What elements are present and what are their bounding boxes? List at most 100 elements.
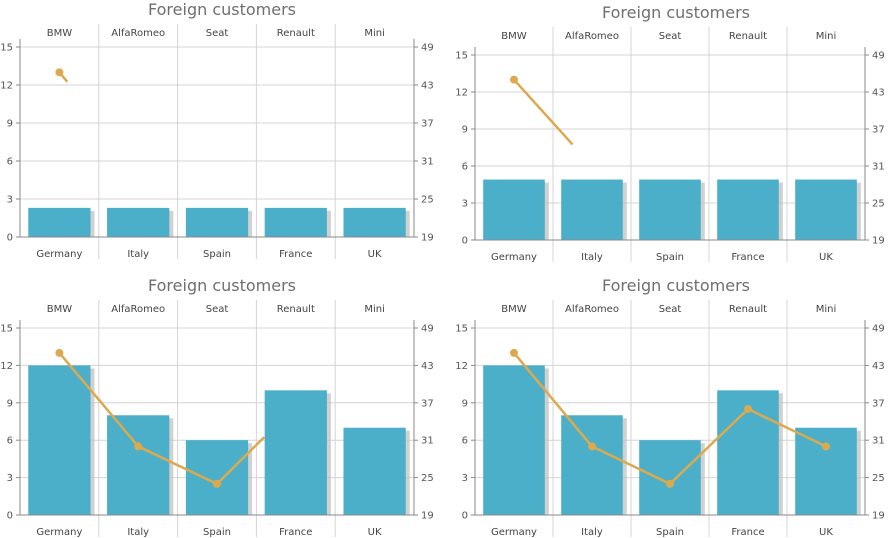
bar bbox=[28, 207, 91, 237]
bar bbox=[483, 179, 545, 240]
y-tick-label-right: 37 bbox=[421, 398, 434, 409]
bar bbox=[28, 365, 91, 515]
line-point bbox=[213, 479, 221, 488]
x-category-label: Spain bbox=[656, 527, 684, 538]
top-category-label: BMW bbox=[47, 304, 72, 315]
chart-3-svg: Foreign customers 0 3 6 9 12 15 19 25 31 37 43 49 BMW… bbox=[0, 276, 434, 538]
x-category-label: Italy bbox=[581, 252, 603, 263]
y-tick-label-left: 0 bbox=[7, 233, 13, 244]
y-tick-label-right: 31 bbox=[872, 162, 885, 173]
bar bbox=[717, 179, 779, 240]
y-tick-label-right: 43 bbox=[421, 361, 434, 372]
bar bbox=[264, 207, 327, 237]
y-tick-label-right: 25 bbox=[872, 199, 885, 210]
y-tick-label-left: 3 bbox=[7, 195, 13, 206]
x-category-label: UK bbox=[819, 527, 833, 538]
y-tick-label-right: 43 bbox=[872, 88, 885, 99]
y-tick-label-right: 19 bbox=[421, 233, 434, 244]
bar bbox=[561, 179, 623, 240]
x-category-label: Germany bbox=[36, 527, 82, 538]
bar bbox=[264, 390, 327, 515]
x-category-label: France bbox=[731, 252, 764, 263]
line-point bbox=[588, 442, 596, 451]
bar bbox=[343, 427, 406, 515]
y-tick-label-right: 49 bbox=[872, 324, 885, 335]
chart-panel-1: Foreign customers 0 3 6 9 12 15 19 25 31 37 43 49 BMW… bbox=[0, 0, 445, 269]
x-category-label: Italy bbox=[127, 249, 149, 260]
chart-title: Foreign customers bbox=[148, 0, 296, 19]
y-tick-label-left: 12 bbox=[0, 81, 13, 92]
bar bbox=[185, 207, 249, 237]
bar bbox=[639, 179, 701, 240]
y-tick-label-left: 3 bbox=[462, 199, 468, 210]
line-point bbox=[822, 442, 830, 451]
y-tick-label-left: 3 bbox=[462, 473, 468, 484]
line-point bbox=[666, 479, 674, 488]
y-tick-label-right: 49 bbox=[421, 43, 434, 54]
top-category-label: Renault bbox=[277, 304, 315, 315]
top-category-label: Seat bbox=[659, 31, 682, 42]
bar bbox=[107, 415, 170, 515]
y-tick-label-left: 12 bbox=[0, 361, 13, 372]
top-category-label: Seat bbox=[659, 304, 682, 315]
y-tick-label-right: 25 bbox=[872, 473, 885, 484]
y-tick-label-right: 25 bbox=[421, 473, 434, 484]
bar bbox=[795, 427, 857, 515]
line-point bbox=[55, 68, 64, 77]
x-category-label: UK bbox=[819, 252, 833, 263]
y-tick-label-right: 43 bbox=[421, 81, 434, 92]
top-category-label: BMW bbox=[501, 304, 526, 315]
top-category-label: Seat bbox=[206, 304, 229, 315]
y-tick-label-left: 0 bbox=[462, 511, 468, 522]
x-category-label: France bbox=[279, 527, 312, 538]
y-tick-label-right: 49 bbox=[421, 324, 434, 335]
chart-4-svg: Foreign customers 0 3 6 9 12 15 19 25 31 37 43 49 BMW… bbox=[455, 276, 885, 538]
y-tick-label-right: 37 bbox=[872, 125, 885, 136]
x-category-label: Germany bbox=[491, 527, 537, 538]
chart-panel-2: Foreign customers 0 3 6 9 12 15 19 25 31 37 43 49 BMW… bbox=[455, 0, 891, 269]
x-category-label: Italy bbox=[581, 527, 603, 538]
y-tick-label-left: 6 bbox=[7, 436, 13, 447]
line-series bbox=[58, 352, 266, 486]
line-point bbox=[134, 442, 143, 451]
y-tick-label-left: 12 bbox=[455, 88, 468, 99]
y-tick-label-left: 15 bbox=[0, 324, 13, 335]
bar bbox=[343, 207, 406, 237]
y-tick-label-right: 31 bbox=[421, 157, 434, 168]
y-tick-label-left: 15 bbox=[455, 324, 468, 335]
y-tick-label-left: 9 bbox=[462, 398, 468, 409]
y-tick-label-left: 0 bbox=[462, 236, 468, 247]
y-tick-label-right: 37 bbox=[421, 119, 434, 130]
y-tick-label-right: 19 bbox=[872, 511, 885, 522]
top-category-label: AlfaRomeo bbox=[565, 304, 619, 315]
top-category-label: Mini bbox=[364, 28, 385, 39]
y-tick-label-left: 12 bbox=[455, 361, 468, 372]
y-tick-label-left: 15 bbox=[455, 51, 468, 62]
top-category-label: Renault bbox=[729, 304, 767, 315]
bar bbox=[107, 207, 170, 237]
y-tick-label-right: 37 bbox=[872, 398, 885, 409]
x-category-label: Italy bbox=[127, 527, 149, 538]
bar bbox=[185, 440, 249, 515]
y-tick-label-right: 49 bbox=[872, 51, 885, 62]
x-category-label: Spain bbox=[656, 252, 684, 263]
x-category-label: Germany bbox=[491, 252, 537, 263]
chart-2-svg: Foreign customers 0 3 6 9 12 15 19 25 31 37 43 49 BMW… bbox=[455, 3, 885, 263]
y-tick-label-left: 15 bbox=[0, 43, 13, 54]
y-tick-label-left: 6 bbox=[462, 436, 468, 447]
top-category-label: AlfaRomeo bbox=[111, 304, 165, 315]
chart-title: Foreign customers bbox=[602, 276, 750, 295]
bar bbox=[561, 415, 623, 515]
line-point bbox=[510, 75, 518, 84]
chart-1-svg: Foreign customers 0 3 6 9 12 15 19 25 31 37 43 49 BMW… bbox=[0, 0, 434, 260]
y-tick-label-left: 9 bbox=[462, 125, 468, 136]
bar bbox=[639, 440, 701, 515]
y-tick-label-right: 19 bbox=[421, 511, 434, 522]
y-tick-label-left: 6 bbox=[7, 157, 13, 168]
chart-title: Foreign customers bbox=[148, 276, 296, 295]
top-category-label: Mini bbox=[816, 304, 837, 315]
x-category-label: France bbox=[279, 249, 312, 260]
y-tick-label-left: 9 bbox=[7, 119, 13, 130]
x-category-label: Spain bbox=[203, 249, 231, 260]
bar bbox=[483, 365, 545, 515]
